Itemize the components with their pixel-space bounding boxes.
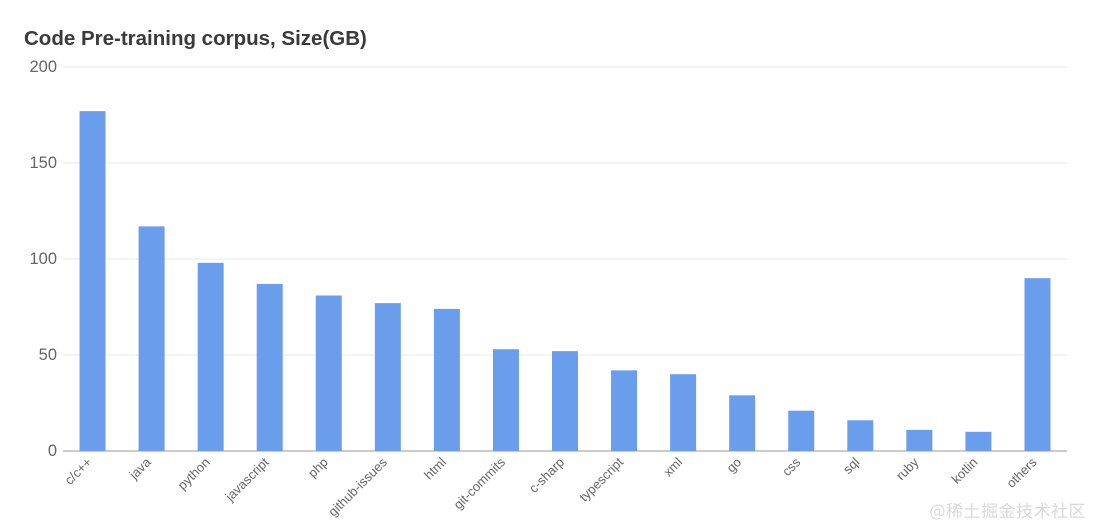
svg-text:sql: sql xyxy=(840,454,862,476)
svg-text:typescript: typescript xyxy=(576,454,626,504)
svg-text:java: java xyxy=(126,454,155,483)
svg-text:50: 50 xyxy=(39,346,57,364)
svg-text:ruby: ruby xyxy=(893,454,922,483)
svg-text:css: css xyxy=(779,454,804,479)
svg-text:c/c++: c/c++ xyxy=(62,455,95,488)
svg-text:200: 200 xyxy=(29,58,57,76)
svg-text:150: 150 xyxy=(29,154,57,172)
svg-text:github-issues: github-issues xyxy=(325,454,390,519)
svg-text:0: 0 xyxy=(48,442,57,460)
svg-text:c-sharp: c-sharp xyxy=(526,455,567,496)
svg-text:kotlin: kotlin xyxy=(948,455,980,487)
svg-text:php: php xyxy=(305,455,331,481)
svg-text:100: 100 xyxy=(29,250,57,268)
svg-text:html: html xyxy=(421,454,449,482)
svg-text:xml: xml xyxy=(660,454,685,479)
svg-text:go: go xyxy=(723,455,744,476)
svg-text:python: python xyxy=(175,455,213,493)
svg-text:javascript: javascript xyxy=(222,454,272,504)
svg-text:git-commits: git-commits xyxy=(450,454,508,512)
svg-text:others: others xyxy=(1003,454,1040,491)
